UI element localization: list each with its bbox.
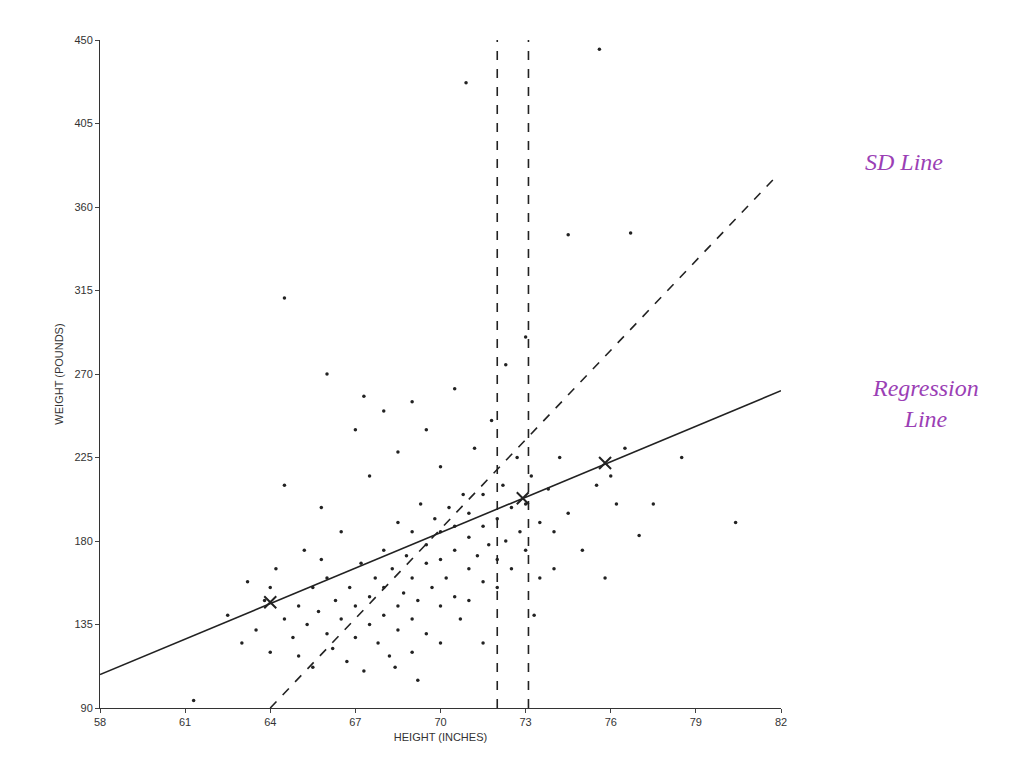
svg-text:67: 67: [349, 716, 361, 728]
svg-text:64: 64: [264, 716, 276, 728]
svg-text:76: 76: [605, 716, 617, 728]
svg-text:79: 79: [690, 716, 702, 728]
svg-text:82: 82: [775, 716, 787, 728]
svg-text:61: 61: [179, 716, 191, 728]
svg-text:360: 360: [74, 201, 92, 213]
svg-text:450: 450: [74, 34, 92, 46]
svg-text:135: 135: [74, 618, 92, 630]
svg-text:70: 70: [434, 716, 446, 728]
svg-text:405: 405: [74, 117, 92, 129]
svg-text:225: 225: [74, 451, 92, 463]
svg-text:270: 270: [74, 368, 92, 380]
svg-text:WEIGHT (POUNDS): WEIGHT (POUNDS): [53, 323, 65, 424]
svg-text:315: 315: [74, 284, 92, 296]
svg-text:HEIGHT (INCHES): HEIGHT (INCHES): [394, 731, 487, 743]
svg-text:90: 90: [81, 702, 93, 714]
svg-text:58: 58: [94, 716, 106, 728]
svg-text:73: 73: [520, 716, 532, 728]
svg-text:RegressionLine: RegressionLine: [872, 375, 979, 432]
svg-text:180: 180: [74, 535, 92, 547]
svg-text:SD Line: SD Line: [865, 149, 943, 175]
